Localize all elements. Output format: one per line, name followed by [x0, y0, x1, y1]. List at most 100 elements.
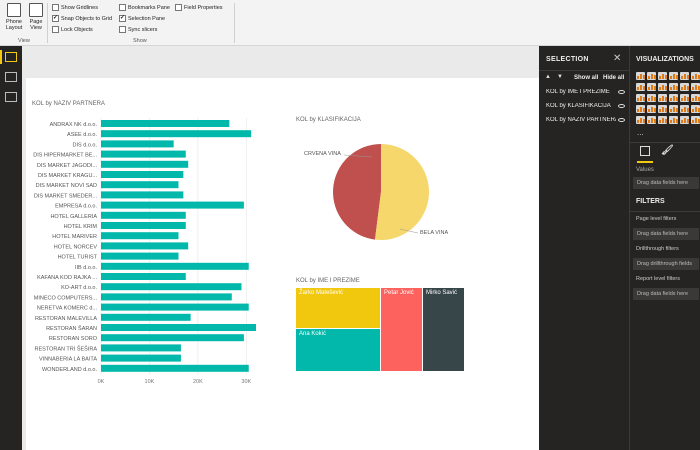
bar[interactable] — [101, 120, 230, 127]
treemap-cell[interactable]: Ana Kokić — [296, 329, 380, 371]
lock-objects-checkbox[interactable]: Lock Objects — [52, 26, 93, 33]
visual-type-icon[interactable] — [691, 94, 700, 102]
visual-type-icon[interactable] — [680, 72, 689, 80]
close-icon[interactable]: ✕ — [613, 53, 622, 64]
bar[interactable] — [101, 303, 249, 311]
visual-type-icon[interactable] — [658, 94, 667, 102]
bar[interactable] — [101, 130, 252, 138]
treemap-cell[interactable]: Petar Jović — [381, 288, 422, 371]
bar-chart[interactable]: 0K 10K 20K 30K ANDRAX NK d.o.o. ASEE d.o.o. DI… — [26, 110, 266, 385]
icon-glyph-bar — [637, 98, 639, 101]
bar[interactable] — [101, 364, 249, 372]
visual-type-icon[interactable] — [636, 72, 645, 80]
pie-chart[interactable]: CRVENA VINA BELA VINA — [296, 130, 486, 250]
bar[interactable] — [101, 242, 189, 250]
model-view-icon[interactable] — [5, 92, 17, 102]
visual-type-icon[interactable] — [636, 83, 645, 91]
bar[interactable] — [101, 252, 179, 260]
report-view-icon[interactable] — [5, 52, 17, 62]
bar[interactable] — [101, 344, 181, 352]
visual-type-icon[interactable] — [647, 94, 656, 102]
bar[interactable] — [101, 150, 186, 158]
treemap-cell[interactable]: Mirko Savić — [423, 288, 464, 371]
bar[interactable] — [101, 171, 184, 178]
hide-all-button[interactable]: Hide all — [603, 75, 625, 81]
eye-icon[interactable] — [618, 104, 625, 108]
bar[interactable] — [101, 313, 191, 321]
visual-type-icon[interactable] — [647, 105, 656, 113]
visual-type-icon[interactable] — [636, 105, 645, 113]
pie-slice-bela-vina[interactable] — [374, 144, 429, 240]
bar[interactable] — [101, 140, 174, 148]
bar[interactable] — [101, 324, 256, 331]
bar[interactable] — [101, 334, 244, 342]
visual-type-icon[interactable] — [691, 116, 700, 124]
eye-icon[interactable] — [618, 118, 625, 122]
visual-type-icon[interactable] — [669, 83, 678, 91]
selection-item[interactable]: KOL by IME I PREZIME — [546, 89, 610, 95]
category-label: RESTORAN ŠARAN — [46, 325, 97, 332]
show-all-button[interactable]: Show all — [574, 75, 599, 81]
pie-slice-crvena-vina[interactable] — [332, 144, 381, 240]
phone-layout-button[interactable]: Phone Layout — [3, 3, 25, 37]
bar[interactable] — [101, 273, 186, 280]
bar[interactable] — [101, 160, 189, 168]
visual-type-icon[interactable] — [691, 83, 700, 91]
bar[interactable] — [101, 181, 179, 189]
format-paint-roller-icon[interactable]: 🖌 — [661, 145, 674, 156]
bar[interactable] — [101, 222, 186, 229]
visual-type-icon[interactable] — [669, 105, 678, 113]
visual-type-icon[interactable] — [691, 105, 700, 113]
bar[interactable] — [101, 354, 181, 362]
visual-type-icon[interactable] — [680, 83, 689, 91]
selection-item[interactable]: KOL by KLASIFIKACIJA — [546, 103, 611, 109]
bar[interactable] — [101, 262, 249, 270]
field-properties-checkbox[interactable]: Field Properties — [175, 4, 223, 11]
visual-type-icon[interactable] — [680, 94, 689, 102]
snap-to-grid-checkbox[interactable]: ✓ Snap Objects to Grid — [52, 15, 112, 22]
category-label: HOTEL KRIM — [64, 224, 98, 230]
data-view-icon[interactable] — [5, 72, 17, 82]
visual-type-icon[interactable] — [636, 116, 645, 124]
bar[interactable] — [101, 293, 232, 301]
visual-type-icon[interactable] — [658, 116, 667, 124]
visual-type-icon[interactable] — [658, 83, 667, 91]
drillthrough-drop-zone[interactable]: Drag drillthrough fields — [633, 258, 699, 270]
visual-type-icon[interactable] — [691, 72, 700, 80]
bar[interactable] — [101, 201, 244, 209]
icon-glyph-bar — [659, 76, 661, 79]
fields-tab-icon[interactable] — [640, 146, 650, 156]
move-down-icon[interactable]: ▼ — [557, 74, 563, 80]
page-view-button[interactable]: Page View — [25, 3, 47, 37]
visual-type-icon[interactable] — [680, 105, 689, 113]
report-filters-drop-zone[interactable]: Drag data fields here — [633, 288, 699, 300]
bar[interactable] — [101, 191, 184, 199]
visual-type-icon[interactable] — [636, 94, 645, 102]
eye-icon[interactable] — [618, 90, 625, 94]
selection-item[interactable]: KOL by NAZIV PARTNERA — [546, 117, 616, 123]
visual-type-icon[interactable] — [680, 116, 689, 124]
bar[interactable] — [101, 211, 186, 219]
visual-type-icon[interactable] — [647, 116, 656, 124]
move-up-icon[interactable]: ▲ — [545, 74, 551, 80]
more-visuals-icon[interactable]: ... — [637, 128, 644, 137]
x-tick-label: 10K — [145, 379, 155, 385]
bar[interactable] — [101, 283, 242, 291]
selection-pane-checkbox[interactable]: ✓ Selection Pane — [119, 15, 165, 22]
visual-type-icon[interactable] — [658, 105, 667, 113]
visual-type-icon[interactable] — [658, 72, 667, 80]
visual-type-icon[interactable] — [669, 94, 678, 102]
visual-type-icon[interactable] — [647, 83, 656, 91]
visual-type-icon[interactable] — [647, 72, 656, 80]
bookmarks-pane-checkbox[interactable]: Bookmarks Pane — [119, 4, 170, 11]
bar[interactable] — [101, 232, 179, 240]
treemap-cell[interactable]: Žarko Matešević — [296, 288, 380, 328]
checkbox-box — [119, 4, 126, 11]
category-label: KO-ART d.o.o. — [61, 285, 97, 291]
values-drop-zone[interactable]: Drag data fields here — [633, 177, 699, 189]
sync-slicers-checkbox[interactable]: Sync slicers — [119, 26, 157, 33]
page-filters-drop-zone[interactable]: Drag data fields here — [633, 228, 699, 240]
visual-type-icon[interactable] — [669, 116, 678, 124]
visual-type-icon[interactable] — [669, 72, 678, 80]
show-gridlines-checkbox[interactable]: Show Gridlines — [52, 4, 98, 11]
